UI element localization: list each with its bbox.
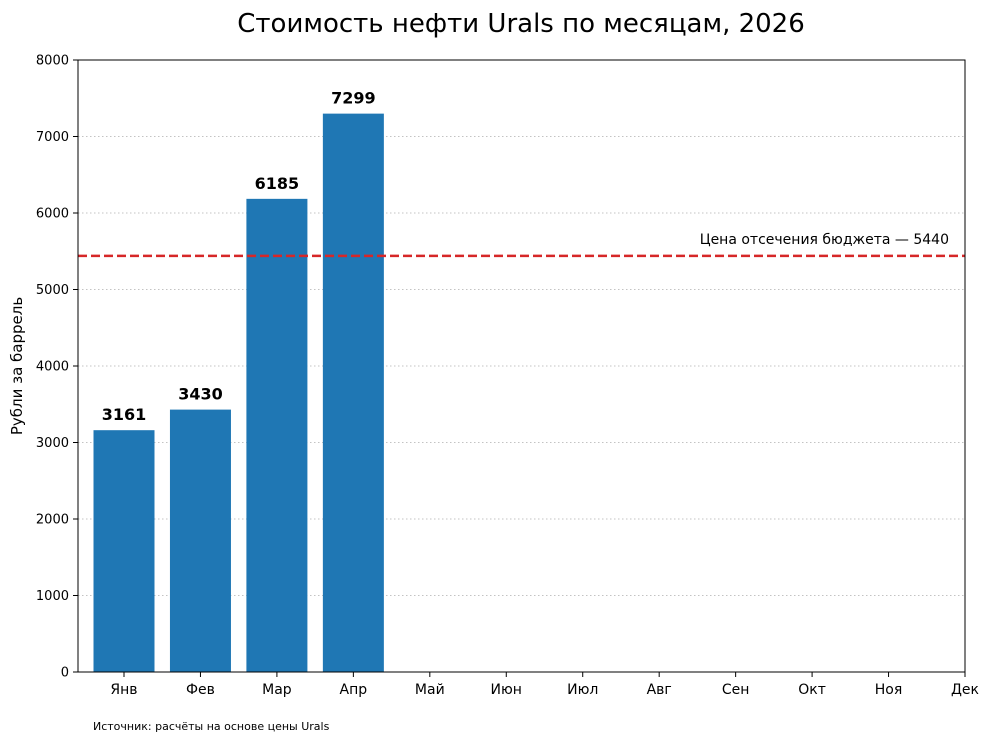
y-tick-label: 5000 (36, 283, 69, 298)
x-tick-label: Июн (491, 682, 522, 698)
y-tick-label: 0 (61, 666, 69, 681)
y-tick-label: 3000 (36, 436, 69, 451)
x-tick-label: Сен (722, 682, 750, 698)
x-tick-label: Июл (567, 682, 598, 698)
x-tick-label: Янв (110, 682, 137, 698)
bar (93, 430, 155, 672)
x-tick-label: Апр (340, 682, 368, 698)
chart-title: Стоимость нефти Urals по месяцам, 2026 (237, 9, 805, 39)
bars (93, 113, 384, 672)
x-tick-label: Авг (647, 682, 672, 698)
x-tick-label: Мар (262, 682, 292, 698)
x-tick-label: Окт (798, 682, 826, 698)
x-tick-label: Май (415, 682, 445, 698)
y-tick-label: 7000 (36, 130, 69, 145)
x-tick-label: Фев (186, 682, 215, 698)
bar-value-label: 3430 (178, 385, 223, 404)
bar (169, 409, 231, 672)
y-axis-label: Рубли за баррель (8, 297, 26, 435)
x-tick-label: Дек (951, 682, 979, 698)
bar (322, 113, 384, 672)
value-labels: 3161 3430 6185 7299 (102, 89, 376, 425)
y-tick-label: 6000 (36, 207, 69, 222)
x-tick-label: Ноя (875, 682, 903, 698)
bar-value-label: 3161 (102, 405, 147, 424)
reference-line-label: Цена отсечения бюджета — 5440 (700, 232, 949, 248)
reference-line-group: Цена отсечения бюджета — 5440 (78, 232, 965, 258)
bar (246, 198, 308, 672)
y-tick-label: 1000 (36, 589, 69, 604)
y-tick-label: 8000 (36, 54, 69, 69)
bar-value-label: 7299 (331, 89, 376, 108)
y-axis: 0 1000 2000 3000 4000 5000 6000 7000 8000 (36, 54, 78, 681)
y-tick-label: 2000 (36, 513, 69, 528)
y-tick-label: 4000 (36, 360, 69, 375)
bar-value-label: 6185 (255, 174, 300, 193)
x-axis: Янв Фев Мар Апр Май Июн Июл Авг Сен Окт Ноя Дек (110, 672, 979, 698)
source-note: Источник: расчёты на основе цены Urals (93, 720, 330, 733)
